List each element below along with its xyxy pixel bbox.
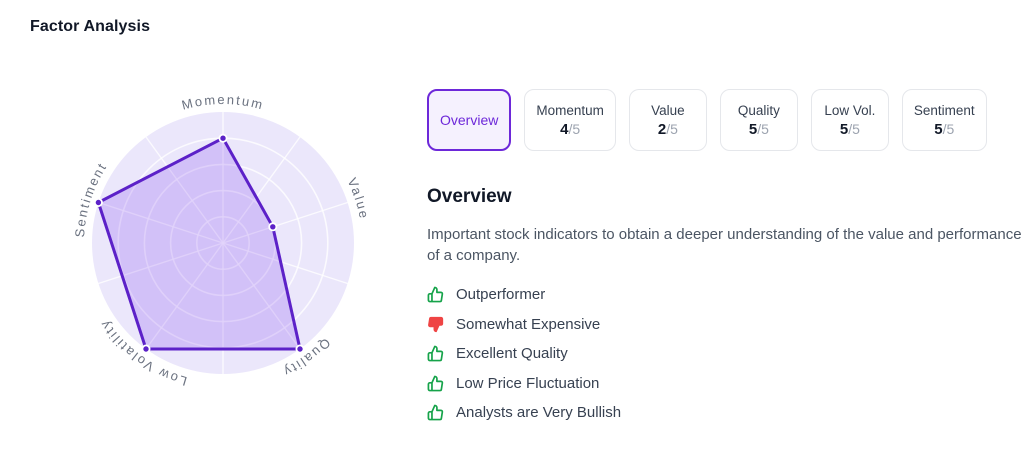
- list-item: Outperformer: [427, 286, 1024, 303]
- radar-spoke: [145, 136, 224, 244]
- factor-tabs: Overview Momentum 4/5 Value 2/5 Quality …: [427, 89, 1024, 151]
- radar-spoke: [222, 201, 348, 244]
- tab-score: 5/5: [934, 120, 955, 138]
- thumb-up-icon: [427, 404, 444, 421]
- svg-text:Momentum: Momentum: [180, 92, 266, 113]
- thumb-down-icon: [428, 316, 444, 332]
- tab-label: Value: [651, 102, 685, 118]
- overview-description: Important stock indicators to obtain a d…: [427, 226, 1022, 264]
- radar-point-low-volatility[interactable]: [141, 344, 151, 354]
- list-item: Somewhat Expensive: [427, 316, 1024, 333]
- thumb-up-icon: [427, 345, 444, 362]
- tab-label: Overview: [440, 112, 499, 128]
- radar-chart-area: Momentum Value Quality Low Volatility Se…: [40, 60, 406, 426]
- tab-quality[interactable]: Quality 5/5: [719, 89, 798, 151]
- tab-label: Low Vol.: [824, 102, 876, 118]
- radar-chart: Momentum Value Quality Low Volatility Se…: [72, 92, 370, 389]
- overview-heading: Overview: [427, 186, 512, 207]
- indicator-label: Excellent Quality: [456, 345, 568, 362]
- indicator-list: Outperformer Somewhat Expensive Excellen…: [427, 286, 1024, 421]
- indicator-label: Somewhat Expensive: [456, 315, 601, 333]
- radar-spoke: [145, 242, 224, 350]
- thumb-up-icon: [427, 286, 444, 303]
- thumb-up-icon: [427, 375, 444, 391]
- indicator-label: Outperformer: [456, 286, 546, 303]
- radar-grid: [98, 112, 348, 374]
- radar-point-sentiment[interactable]: [93, 197, 103, 207]
- list-item: Analysts are Very Bullish: [427, 404, 1024, 421]
- tab-label: Sentiment: [913, 102, 975, 118]
- radar-spoke: [98, 201, 224, 244]
- page-title: Factor Analysis: [30, 18, 151, 35]
- tab-label: Momentum: [536, 102, 604, 118]
- tab-label: Quality: [737, 102, 780, 118]
- tab-low-vol[interactable]: Low Vol. 5/5: [810, 89, 889, 151]
- indicator-label: Low Price Fluctuation: [456, 374, 600, 392]
- radar-point-quality[interactable]: [295, 344, 305, 354]
- tab-value[interactable]: Value 2/5: [628, 89, 707, 151]
- tab-overview[interactable]: Overview: [427, 89, 512, 151]
- radar-series: [93, 133, 305, 354]
- axis-label-momentum: Momentum: [180, 92, 264, 113]
- tab-score: 5/5: [839, 120, 860, 138]
- tab-score: 5/5: [748, 120, 769, 138]
- radar-point-momentum[interactable]: [218, 133, 228, 143]
- list-item: Excellent Quality: [427, 345, 1024, 362]
- list-item: Low Price Fluctuation: [427, 375, 1024, 392]
- radar-spoke: [98, 242, 224, 285]
- factor-detail-panel: Overview Momentum 4/5 Value 2/5 Quality …: [427, 89, 1024, 434]
- radar-spoke: [222, 136, 301, 244]
- radar-spoke: [222, 242, 348, 285]
- tab-score: 4/5: [560, 120, 581, 138]
- indicator-label: Analysts are Very Bullish: [456, 404, 622, 421]
- tab-score: 2/5: [657, 120, 678, 138]
- radar-data-polygon: [96, 136, 302, 351]
- radar-spoke: [222, 242, 301, 350]
- tab-momentum[interactable]: Momentum 4/5: [524, 89, 616, 151]
- tab-sentiment[interactable]: Sentiment 5/5: [901, 89, 987, 151]
- radar-point-value[interactable]: [268, 222, 278, 232]
